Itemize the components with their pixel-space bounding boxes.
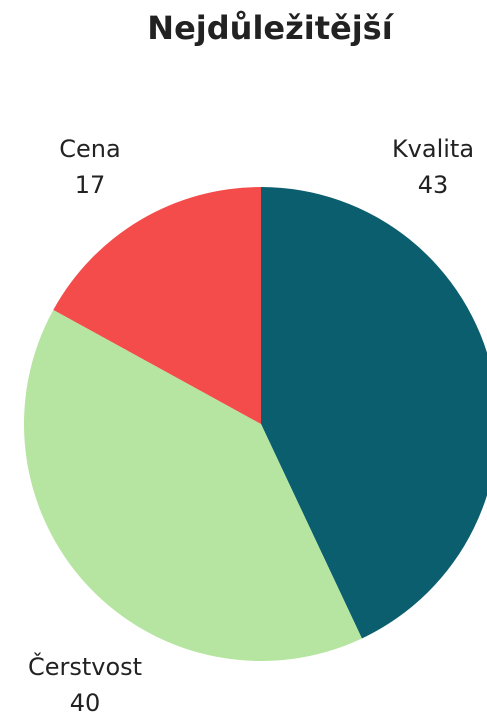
chart-title: Nejdůležitější xyxy=(147,9,394,47)
pie-slice xyxy=(261,187,487,639)
slice-value: 17 xyxy=(75,171,106,199)
pie-slice xyxy=(23,309,362,662)
pie-slice xyxy=(53,187,262,424)
slice-value: 43 xyxy=(418,171,449,199)
slice-value: 40 xyxy=(70,689,101,717)
slice-label: Cena xyxy=(59,135,120,163)
slice-label: Kvalita xyxy=(392,135,474,163)
slice-label: Čerstvost xyxy=(28,651,142,681)
